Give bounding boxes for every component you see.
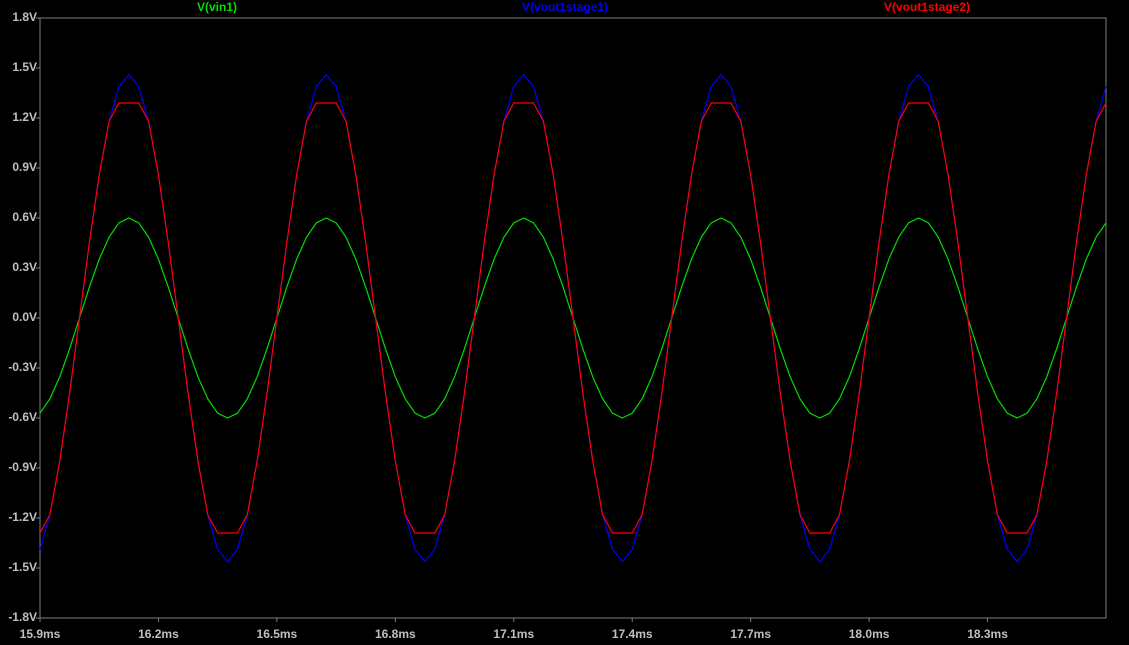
y-tick-label: 1.5V (12, 60, 37, 74)
y-tick-label: 0.6V (12, 210, 37, 224)
x-tick-label: 17.7ms (730, 627, 771, 641)
x-tick-label: 16.5ms (257, 627, 298, 641)
y-tick-label: 0.0V (12, 310, 37, 324)
x-tick-label: 18.0ms (849, 627, 890, 641)
x-tick-label: 16.2ms (138, 627, 179, 641)
y-tick-label: -0.3V (8, 360, 37, 374)
y-tick-label: -1.8V (8, 610, 37, 624)
y-tick-label: -0.9V (8, 460, 37, 474)
legend-label: V(vin1) (197, 0, 237, 14)
y-tick-label: 0.3V (12, 260, 37, 274)
legend-label: V(vout1stage1) (522, 0, 608, 14)
x-tick-label: 15.9ms (20, 627, 61, 641)
y-tick-label: -1.5V (8, 560, 37, 574)
x-tick-label: 17.1ms (493, 627, 534, 641)
y-tick-label: 1.2V (12, 110, 37, 124)
x-tick-label: 16.8ms (375, 627, 416, 641)
legend-label: V(vout1stage2) (884, 0, 970, 14)
y-tick-label: -0.6V (8, 410, 37, 424)
x-tick-label: 17.4ms (612, 627, 653, 641)
x-tick-label: 18.3ms (967, 627, 1008, 641)
y-tick-label: 0.9V (12, 160, 37, 174)
series-line (39, 102, 1107, 534)
y-tick-label: -1.2V (8, 510, 37, 524)
y-tick-label: 1.8V (12, 10, 37, 24)
